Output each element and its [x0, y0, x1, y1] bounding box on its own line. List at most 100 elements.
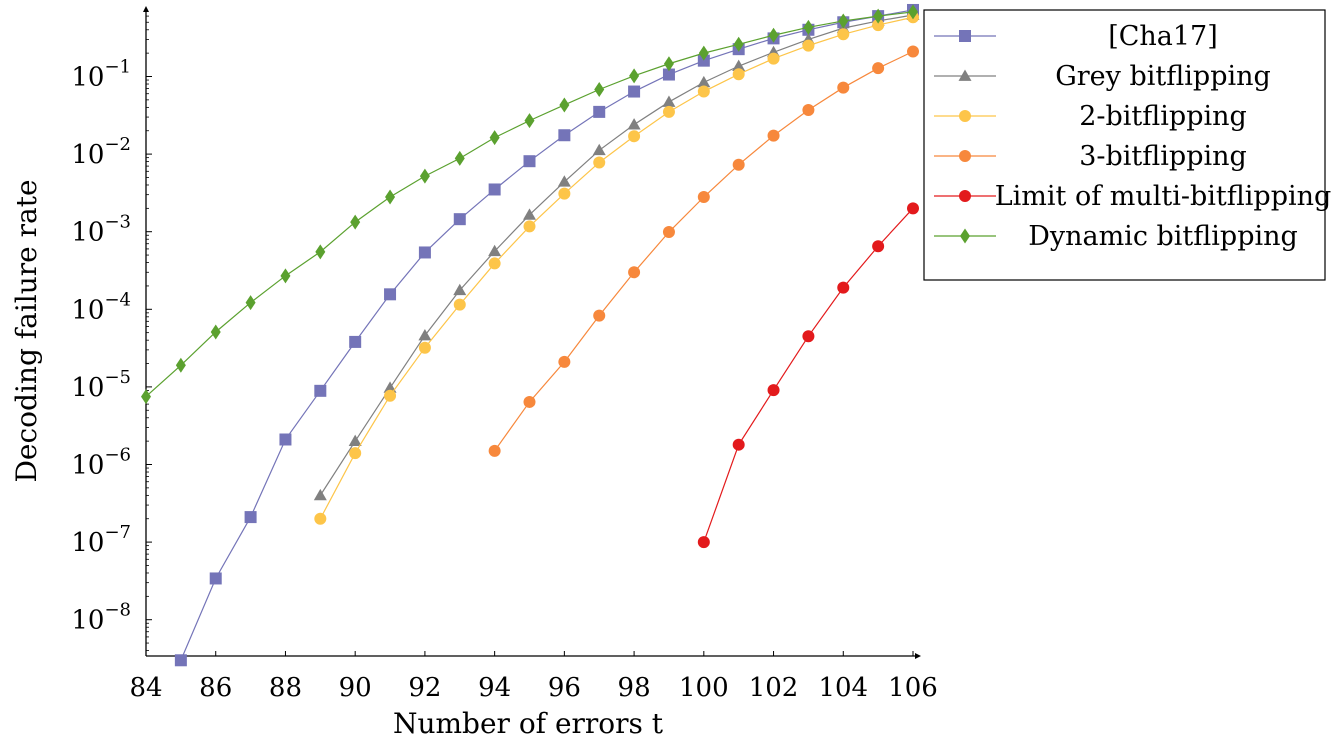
data-point — [419, 168, 430, 184]
data-point — [872, 62, 885, 75]
data-point — [418, 341, 431, 354]
series-line — [494, 50, 914, 452]
data-point — [872, 240, 885, 253]
data-point — [662, 95, 676, 107]
data-point — [697, 54, 710, 67]
data-point — [174, 654, 187, 667]
data-point — [558, 129, 571, 142]
data-point — [698, 45, 709, 61]
data-point — [873, 8, 884, 24]
legend-marker — [959, 30, 971, 42]
data-point — [245, 295, 256, 311]
legend-box — [923, 9, 1326, 281]
x-tick-label: 92 — [408, 673, 441, 703]
y-tick-label: 10−4 — [71, 289, 131, 325]
x-tick-label: 84 — [129, 673, 162, 703]
x-tick-label: 96 — [548, 673, 581, 703]
data-point — [732, 438, 745, 451]
data-point — [454, 150, 465, 166]
data-point — [593, 309, 606, 322]
data-point — [628, 85, 641, 98]
data-point — [524, 113, 535, 129]
legend-entry: Dynamic bitflipping — [934, 221, 1298, 252]
legend-label: 3-bitflipping — [1079, 141, 1247, 172]
y-axis-arrow — [143, 6, 149, 12]
legend-label: Grey bitflipping — [1055, 61, 1271, 92]
data-point — [488, 257, 501, 270]
data-point — [732, 158, 745, 171]
data-point — [733, 36, 744, 52]
data-point — [488, 244, 502, 257]
data-point — [315, 244, 326, 260]
data-point — [907, 202, 919, 215]
series-4 — [697, 202, 919, 549]
legend-entry: 2-bitflipping — [934, 101, 1247, 132]
data-point — [141, 389, 151, 405]
x-tick-label: 98 — [618, 673, 651, 703]
series-line — [319, 16, 914, 520]
legend: [Cha17] Grey bitflipping 2-bitflipping 3-bi… — [923, 9, 1331, 281]
legend-label: Limit of multi-bitflipping — [995, 181, 1331, 212]
x-tick-label: 100 — [679, 673, 729, 703]
data-point — [732, 59, 746, 72]
data-point — [175, 357, 186, 373]
series-5 — [141, 4, 918, 405]
legend-label: 2-bitflipping — [1079, 101, 1247, 132]
data-point — [384, 288, 397, 301]
series-2 — [314, 11, 919, 525]
data-point — [313, 488, 327, 501]
data-point — [559, 97, 570, 113]
data-point — [453, 283, 467, 296]
x-tick-label: 94 — [478, 673, 511, 703]
data-point — [697, 536, 710, 549]
x-tick-label: 104 — [818, 673, 868, 703]
data-point — [908, 4, 918, 20]
data-point — [349, 335, 362, 348]
data-point — [418, 246, 431, 259]
data-point — [627, 118, 641, 130]
data-point — [558, 355, 571, 368]
data-point — [385, 189, 396, 205]
series-line — [145, 11, 914, 398]
axes — [143, 6, 921, 659]
x-tick-label: 88 — [269, 673, 302, 703]
data-point — [837, 81, 850, 94]
y-tick-label: 10−1 — [71, 57, 131, 93]
data-point — [210, 324, 221, 340]
data-point — [209, 572, 222, 585]
legend-entry: [Cha17] — [934, 21, 1218, 52]
data-point — [593, 156, 606, 169]
y-axis-label: Decoding failure rate — [10, 179, 43, 482]
legend-marker — [960, 228, 970, 244]
data-point — [697, 191, 710, 204]
data-point — [802, 39, 815, 52]
data-point — [697, 75, 711, 88]
x-tick-label: 106 — [888, 673, 938, 703]
data-point — [592, 143, 606, 156]
y-tick-label: 10−6 — [71, 445, 131, 481]
data-point — [662, 226, 675, 239]
data-point — [732, 68, 745, 81]
series-line — [703, 207, 914, 543]
data-point — [628, 266, 641, 279]
legend-label: Dynamic bitflipping — [1028, 221, 1298, 252]
data-point — [594, 81, 605, 97]
data-point — [802, 330, 815, 343]
data-point — [838, 13, 849, 29]
data-point — [662, 68, 675, 81]
y-tick-label: 10−3 — [71, 212, 131, 248]
data-point — [383, 381, 397, 393]
data-point — [803, 19, 814, 35]
data-point — [488, 183, 501, 196]
data-point — [662, 105, 675, 118]
x-tick-label: 86 — [199, 673, 232, 703]
data-point — [593, 105, 606, 118]
data-point — [697, 85, 710, 98]
series-3 — [488, 45, 919, 457]
data-point — [767, 384, 780, 397]
data-point — [768, 27, 779, 43]
series-line — [180, 9, 914, 661]
data-point — [837, 281, 850, 294]
legend-label: [Cha17] — [1108, 21, 1218, 52]
